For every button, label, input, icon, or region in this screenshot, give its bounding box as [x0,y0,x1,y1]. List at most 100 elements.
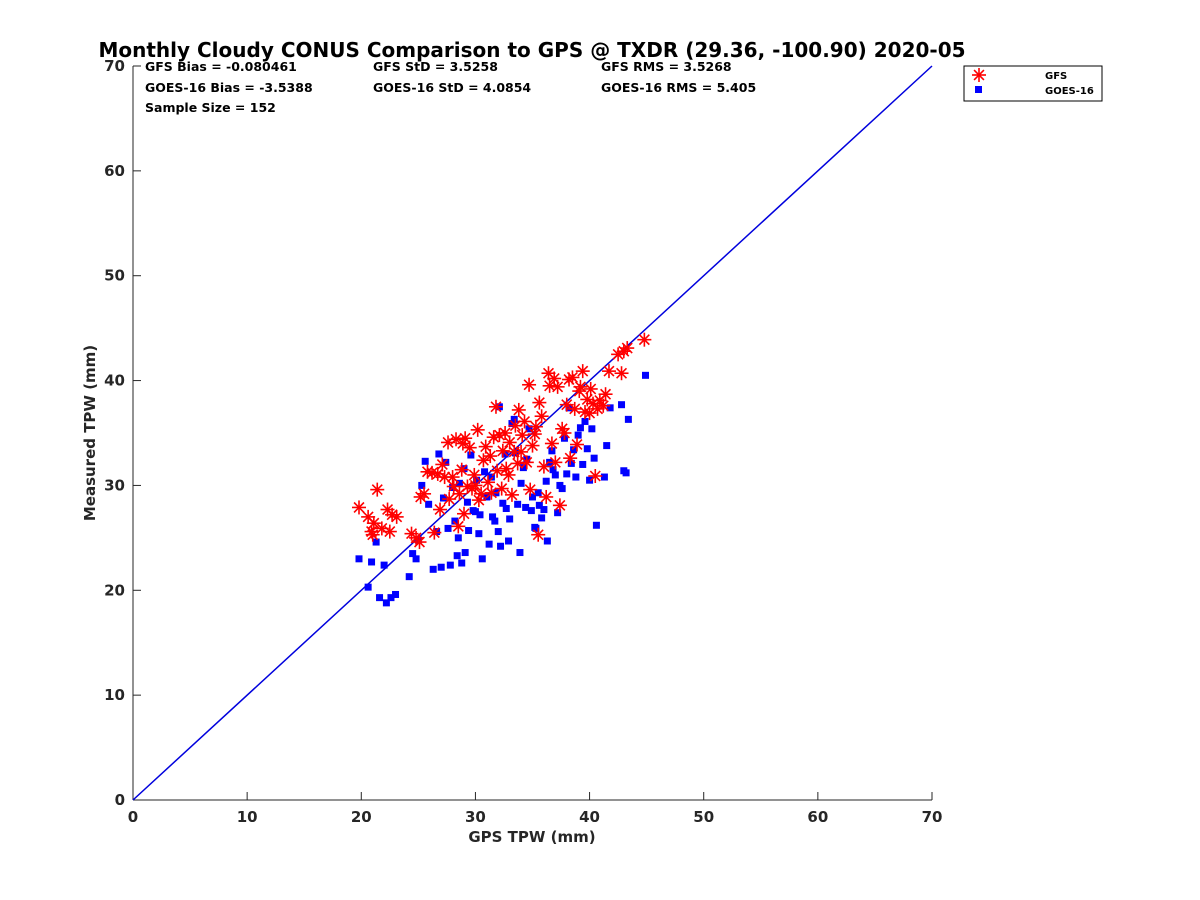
x-tick-label: 20 [351,808,372,826]
gfs-point [548,455,563,470]
y-ticks: 0 10 20 30 40 50 60 70 [104,57,141,809]
goes16-point [475,530,483,538]
goes16-point [603,442,611,450]
goes16-point [517,479,525,487]
goes16-point [499,499,507,507]
gfs-point [476,453,491,468]
goes16-point [519,464,527,472]
goes16-point [548,447,556,455]
gfs-point [370,482,385,497]
stat-goes-rms: GOES-16 RMS = 5.405 [601,80,756,95]
goes16-point [522,503,530,511]
goes16-point [558,485,566,493]
gfs-point [499,461,514,476]
goes16-point [435,450,443,458]
goes16-point [567,459,575,467]
goes16-point [446,561,454,569]
goes16-point [387,594,395,602]
gfs-point [502,435,517,450]
goes16-point [439,494,447,502]
gfs-point [525,438,540,453]
y-axis-label: Measured TPW (mm) [81,345,99,521]
gfs-point [435,457,450,472]
goes16-point [600,473,608,481]
gfs-point [494,481,509,496]
goes16-point [586,476,594,484]
goes16-point [489,513,497,521]
gfs-point [457,506,472,521]
gfs-point [550,379,565,394]
y-tick-label: 50 [104,267,125,285]
goes16-point [525,425,533,433]
goes16-point [588,425,596,433]
goes16-point [497,542,505,550]
gfs-point [468,478,483,493]
goes16-point [549,466,557,474]
gfs-point [442,492,457,507]
legend-box [963,65,1103,102]
goes16-point [429,565,437,573]
goes16-point [590,454,598,462]
x-tick-label: 70 [922,808,943,826]
x-tick-label: 60 [807,808,828,826]
gfs-point [451,519,466,534]
goes16-point [473,476,481,484]
stat-gfs-rms: GFS RMS = 3.5268 [601,59,732,74]
gfs-point [536,459,551,474]
goes16-point [538,514,546,522]
legend-gfs-marker [972,68,986,82]
gfs-point [559,397,574,412]
y-tick-label: 0 [115,791,125,809]
goes16-point [551,471,559,479]
goes16-point [592,521,600,529]
gfs-point [565,370,580,385]
goes16-point [481,468,489,476]
goes16-point [412,555,420,563]
gfs-point [504,487,519,502]
gfs-point [555,421,570,436]
goes16-point [510,415,518,423]
goes16-point [572,473,580,481]
gfs-point [570,437,585,452]
goes16-point [570,446,578,454]
gfs-point [366,516,381,531]
goes16-point [458,559,466,567]
gfs-point [515,428,530,443]
gfs-point [601,364,616,379]
goes16-point [437,563,445,571]
gfs-point [598,387,613,402]
gfs-point [637,332,652,347]
gfs-point [470,422,485,437]
goes16-point [485,540,493,548]
y-tick-label: 40 [104,372,125,390]
gfs-point [445,470,460,485]
goes16-points [355,371,650,607]
gfs-point [488,399,503,414]
goes16-point [355,555,363,563]
goes16-point [380,561,388,569]
goes16-point [576,424,584,432]
goes16-point [502,504,510,512]
goes16-point [476,511,484,519]
gfs-point [527,427,542,442]
gfs-point [620,341,635,356]
gfs-point [544,436,559,451]
goes16-point [461,549,469,557]
goes16-point [622,469,630,477]
gfs-point [484,485,499,500]
x-tick-label: 40 [579,808,600,826]
goes16-point [451,517,459,525]
x-axis-label: GPS TPW (mm) [468,828,595,846]
gfs-point [490,463,505,478]
goes16-point [583,445,591,453]
goes16-point [444,524,452,532]
gfs-point [474,486,489,501]
gfs-point [573,379,588,394]
gfs-point [361,509,376,524]
goes16-point [516,549,524,557]
goes16-point [508,420,516,428]
goes16-point [368,558,376,566]
goes16-point [372,538,380,546]
y-tick-label: 60 [104,162,125,180]
